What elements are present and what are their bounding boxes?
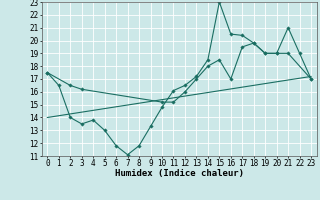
- X-axis label: Humidex (Indice chaleur): Humidex (Indice chaleur): [115, 169, 244, 178]
